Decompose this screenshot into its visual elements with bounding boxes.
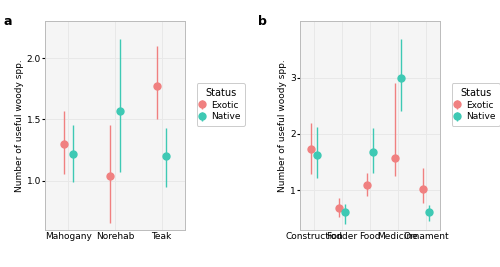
Y-axis label: Number of useful woody spp.: Number of useful woody spp. bbox=[14, 59, 24, 192]
Legend: Exotic, Native: Exotic, Native bbox=[452, 84, 500, 126]
Y-axis label: Number of useful woody spp.: Number of useful woody spp. bbox=[278, 59, 287, 192]
Text: b: b bbox=[258, 15, 267, 28]
Text: a: a bbox=[3, 15, 12, 28]
Legend: Exotic, Native: Exotic, Native bbox=[196, 84, 245, 126]
